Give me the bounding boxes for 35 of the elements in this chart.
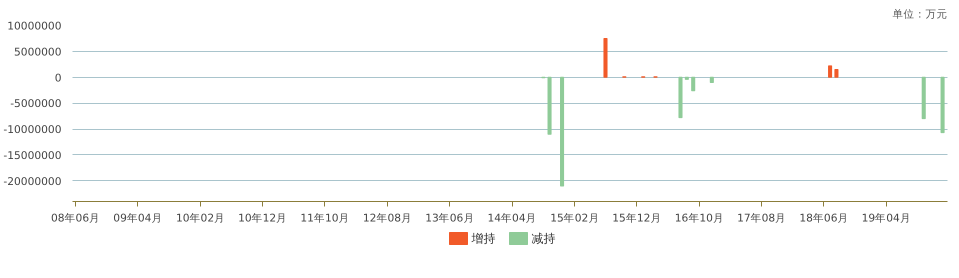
x-tick-label: 15年02月	[550, 212, 600, 224]
y-tick-label: -5000000	[10, 97, 62, 110]
bar	[548, 76, 552, 135]
x-tick-label: 10年02月	[176, 212, 226, 224]
bar	[691, 76, 696, 92]
legend-label: 增持	[470, 232, 496, 246]
x-tick-label: 19年04月	[862, 212, 911, 224]
x-tick-label: 15年12月	[612, 212, 662, 224]
legend-label: 减持	[532, 232, 556, 246]
x-tick-label: 08年06月	[51, 212, 100, 224]
bar	[603, 38, 608, 78]
text: 单位：万元	[892, 8, 948, 20]
x-tick-label: 16年10月	[674, 212, 724, 224]
bar	[560, 76, 564, 186]
bar	[922, 76, 926, 120]
x-tick-label: 14年04月	[487, 212, 537, 224]
y-tick-label: 10000000	[7, 20, 62, 32]
x-tick-label: 13年06月	[425, 212, 474, 224]
x-tick-label: 09年04月	[113, 212, 162, 224]
bar	[684, 76, 689, 80]
y-tick-label: -10000000	[3, 123, 62, 136]
x-tick-label: 12年08月	[362, 212, 412, 224]
y-tick-label: -20000000	[3, 174, 62, 188]
y-tick-label: 5000000	[14, 45, 62, 58]
bar	[940, 76, 945, 134]
x-tick-label: 10年12月	[238, 212, 288, 224]
bar	[834, 69, 838, 78]
x-tick-label: 11年10月	[300, 212, 350, 224]
bar	[710, 76, 714, 83]
bar	[828, 65, 832, 78]
x-tick-label: 17年08月	[737, 212, 786, 224]
y-tick-label: 0	[54, 71, 62, 84]
bar	[678, 76, 683, 118]
x-tick-label: 18年06月	[799, 212, 848, 224]
y-tick-label: -15000000	[3, 148, 62, 162]
